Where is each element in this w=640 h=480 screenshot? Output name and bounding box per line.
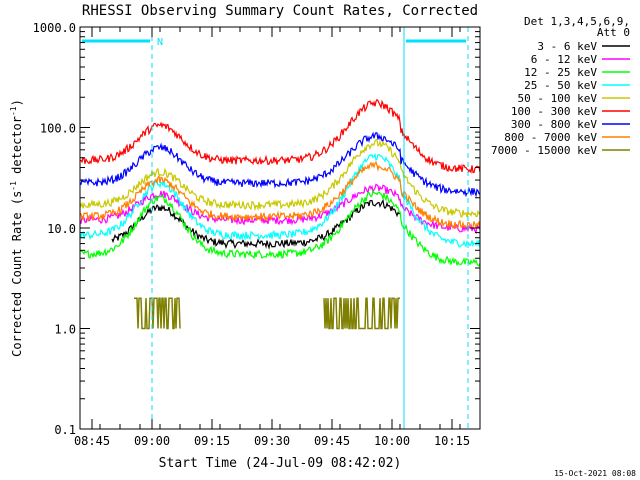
y-tick-label: 10.0: [47, 222, 76, 236]
legend-label: 6 - 12 keV: [531, 53, 598, 66]
legend-label: 800 - 7000 keV: [504, 131, 597, 144]
y-axis-label-mid: detector: [10, 116, 24, 181]
series-line-8: [134, 297, 400, 330]
date-stamp: 15-Oct-2021 08:08: [554, 469, 636, 478]
legend-label: 300 - 800 keV: [511, 118, 597, 131]
night-marker-label: N: [157, 37, 163, 48]
x-tick-label: 10:00: [374, 434, 410, 448]
series-line-7: [79, 160, 481, 231]
legend-label: 3 - 6 keV: [537, 40, 597, 53]
y-tick-label: 100.0: [40, 122, 76, 136]
series-line-2: [79, 189, 481, 267]
legend-label: 100 - 300 keV: [511, 105, 597, 118]
x-tick-label: 08:45: [74, 434, 110, 448]
x-axis-ticks: 08:45 09:00 09:15 09:30 09:45 10:00 10:15: [74, 27, 481, 448]
series-line-5: [79, 98, 481, 174]
y-axis-label: Corrected Count Rate (s-1 detector-1): [9, 99, 24, 357]
legend-header-1: Det 1,3,4,5,6,9,: [524, 15, 630, 28]
series-line-4: [79, 139, 481, 218]
y-axis-label-end: ): [10, 99, 24, 106]
series-line-0: [111, 198, 401, 250]
x-tick-label: 10:15: [434, 434, 470, 448]
x-tick-label: 09:15: [194, 434, 230, 448]
legend-label: 12 - 25 keV: [524, 66, 597, 79]
legend-label: 50 - 100 keV: [518, 92, 598, 105]
series-line-1: [79, 183, 481, 235]
x-tick-label: 09:30: [254, 434, 290, 448]
x-axis-label: Start Time (24-Jul-09 08:42:02): [159, 456, 402, 471]
legend-label: 7000 - 15000 keV: [491, 144, 597, 157]
plot-series: [79, 98, 481, 330]
legend-label: 25 - 50 keV: [524, 79, 597, 92]
y-tick-label: 0.1: [54, 423, 76, 437]
x-tick-label: 09:45: [314, 434, 350, 448]
y-axis-label-main: Corrected Count Rate (s: [10, 191, 24, 357]
y-tick-label: 1000.0: [33, 21, 76, 35]
series-line-3: [79, 152, 481, 248]
x-tick-label: 09:00: [134, 434, 170, 448]
y-axis-ticks: 1000.0 100.0 10.0 1.0 0.1: [33, 21, 480, 437]
y-axis-label-sup2: -1: [9, 106, 18, 116]
series-line-6: [79, 131, 481, 198]
chart-title: RHESSI Observing Summary Count Rates, Co…: [82, 3, 478, 19]
legend-header-2: Att 0: [597, 26, 630, 39]
y-axis-label-sup1: -1: [9, 181, 18, 191]
y-tick-label: 1.0: [54, 323, 76, 337]
